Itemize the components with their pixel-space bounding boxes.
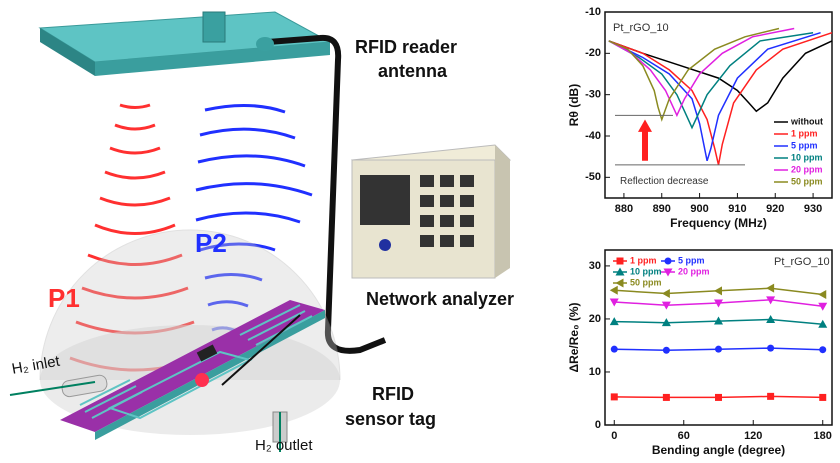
x-tick-label: 910 bbox=[728, 203, 746, 215]
marker bbox=[767, 345, 774, 352]
marker bbox=[611, 346, 618, 353]
legend-marker bbox=[665, 258, 672, 265]
y-tick-label: 30 bbox=[589, 260, 601, 272]
label-reader: RFID reader bbox=[355, 37, 457, 57]
series-line bbox=[609, 41, 832, 111]
legend-label: 20 ppm bbox=[678, 266, 710, 276]
arrow bbox=[638, 119, 652, 160]
legend-marker bbox=[616, 279, 624, 288]
antenna-connector bbox=[203, 12, 225, 42]
y-tick-label: 10 bbox=[589, 366, 601, 378]
annotation: Reflection decrease bbox=[620, 176, 709, 187]
y-axis-label: ΔRe/Re₀ (%) bbox=[567, 302, 581, 372]
y-axis-label: Rθ (dB) bbox=[567, 84, 581, 126]
annotation: Pt_rGO_10 bbox=[774, 256, 830, 268]
legend-marker bbox=[617, 258, 624, 265]
legend-label: 50 ppm bbox=[630, 277, 662, 287]
x-tick-label: 120 bbox=[744, 430, 762, 442]
y-tick-label: -40 bbox=[585, 130, 601, 142]
marker bbox=[663, 394, 670, 401]
x-tick-label: 60 bbox=[678, 430, 690, 442]
x-tick-label: 0 bbox=[611, 430, 617, 442]
legend-label: 50 ppm bbox=[791, 176, 823, 186]
x-tick-label: 920 bbox=[766, 203, 784, 215]
label-analyzer: Network analyzer bbox=[366, 289, 514, 309]
y-tick-label: -20 bbox=[585, 47, 601, 59]
marker bbox=[714, 286, 722, 295]
marker bbox=[819, 394, 826, 401]
illustration: RFID reader antenna Network analyzer RFI… bbox=[10, 12, 514, 454]
x-axis-label: Frequency (MHz) bbox=[670, 216, 767, 230]
label-reader: antenna bbox=[378, 61, 448, 81]
legend-label: 5 ppm bbox=[678, 255, 705, 265]
marker bbox=[663, 347, 670, 354]
legend-label: 20 ppm bbox=[791, 164, 823, 174]
marker bbox=[818, 290, 826, 299]
connector bbox=[256, 37, 274, 51]
y-tick-label: -50 bbox=[585, 171, 601, 183]
figure: RFID reader antenna Network analyzer RFI… bbox=[0, 0, 840, 463]
label-outlet: H₂ outlet bbox=[255, 437, 313, 454]
marker bbox=[715, 394, 722, 401]
legend-label: without bbox=[790, 116, 823, 126]
marker bbox=[819, 346, 826, 353]
series-line bbox=[609, 33, 813, 128]
legend-label: 1 ppm bbox=[630, 255, 657, 265]
marker bbox=[662, 289, 670, 298]
y-tick-label: 0 bbox=[595, 419, 601, 431]
y-tick-label: -10 bbox=[585, 6, 601, 18]
series-line bbox=[609, 29, 794, 116]
legend-label: 1 ppm bbox=[791, 128, 818, 138]
x-tick-label: 890 bbox=[653, 203, 671, 215]
marker bbox=[766, 284, 774, 293]
label-p2: P2 bbox=[195, 228, 227, 258]
y-tick-label: -30 bbox=[585, 89, 601, 101]
annotation: Pt_rGO_10 bbox=[613, 22, 669, 34]
charts: 880 890 900 910 920 930 -10 -20 -30 -40 -50 Frequen… bbox=[567, 6, 832, 457]
x-tick-label: 900 bbox=[690, 203, 708, 215]
x-tick-label: 180 bbox=[814, 430, 832, 442]
legend-label: 5 ppm bbox=[791, 140, 818, 150]
sensor bbox=[195, 373, 209, 387]
network-analyzer bbox=[352, 145, 510, 278]
label-tag: RFID bbox=[372, 384, 414, 404]
marker bbox=[610, 286, 618, 295]
x-tick-label: 880 bbox=[615, 203, 633, 215]
legend-label: 10 ppm bbox=[630, 266, 662, 276]
y-tick-label: 20 bbox=[589, 313, 601, 325]
marker bbox=[611, 393, 618, 400]
x-axis-label: Bending angle (degree) bbox=[652, 443, 785, 457]
label-tag: sensor tag bbox=[345, 409, 436, 429]
label-p1: P1 bbox=[48, 283, 80, 313]
marker bbox=[818, 303, 827, 311]
marker bbox=[767, 393, 774, 400]
legend-label: 10 ppm bbox=[791, 152, 823, 162]
x-tick-label: 930 bbox=[804, 203, 822, 215]
marker bbox=[715, 346, 722, 353]
